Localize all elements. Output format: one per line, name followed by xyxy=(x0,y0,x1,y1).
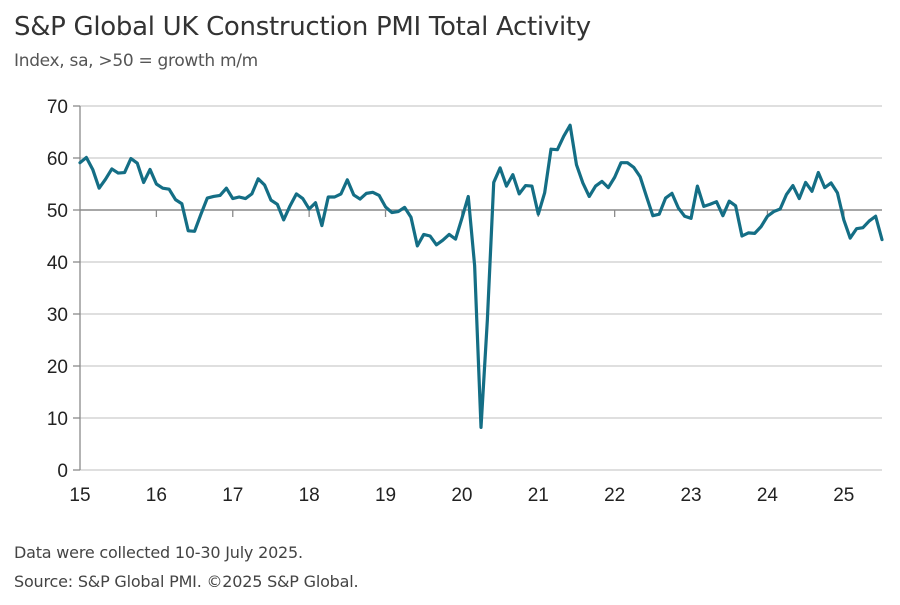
series-layer xyxy=(78,123,884,429)
x-tick-label: 21 xyxy=(528,485,549,506)
y-tick-label: 40 xyxy=(47,253,68,274)
data-collection-note: Data were collected 10-30 July 2025. xyxy=(14,543,303,562)
y-axis: 0 10 20 30 40 50 60 70 xyxy=(47,97,81,482)
y-tick-label: 0 xyxy=(57,461,68,482)
x-tick-label: 22 xyxy=(604,485,625,506)
x-tick-label: 23 xyxy=(680,485,701,506)
x-tick-label: 15 xyxy=(69,485,90,506)
source-note: Source: S&P Global PMI. ©2025 S&P Global… xyxy=(14,572,359,591)
x-tick-label: 18 xyxy=(299,485,320,506)
y-tick-label: 10 xyxy=(47,409,68,430)
y-tick-label: 70 xyxy=(47,97,68,118)
x-tick-label: 16 xyxy=(146,485,167,506)
x-axis: 15 16 17 18 19 20 21 22 23 24 25 xyxy=(69,210,854,506)
chart-title: S&P Global UK Construction PMI Total Act… xyxy=(14,12,591,42)
x-tick-label: 25 xyxy=(833,485,854,506)
x-tick-label: 24 xyxy=(757,485,779,506)
x-tick-label: 17 xyxy=(222,485,243,506)
series-line-pmi xyxy=(78,123,884,429)
chart-subtitle: Index, sa, >50 = growth m/m xyxy=(14,51,258,71)
y-tick-label: 60 xyxy=(47,149,68,170)
x-tick-label: 20 xyxy=(451,485,472,506)
x-tick-label: 19 xyxy=(375,485,396,506)
y-tick-label: 30 xyxy=(47,305,68,326)
y-tick-label: 20 xyxy=(47,357,68,378)
y-tick-label: 50 xyxy=(47,201,68,222)
